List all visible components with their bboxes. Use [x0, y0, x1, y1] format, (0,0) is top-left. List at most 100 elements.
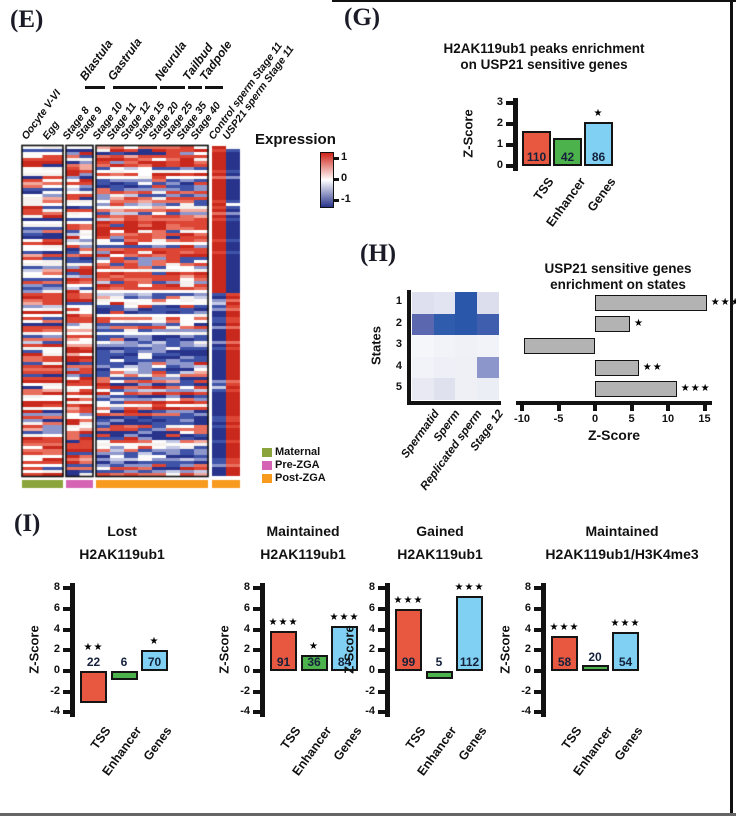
significance-stars: ★★★: [268, 616, 299, 628]
y-tick-label: 4: [368, 622, 375, 635]
state-cell: [412, 378, 434, 401]
expression-heatmap: [20, 144, 244, 492]
x-tick-label: 10: [661, 413, 675, 425]
y-tick: [63, 606, 71, 611]
y-tick: [63, 689, 71, 694]
state-cell: [412, 292, 434, 315]
y-tick-label: 0: [368, 664, 375, 676]
state-cell: [455, 356, 477, 379]
y-tick-label: -4: [50, 705, 60, 718]
bar-tss: [80, 671, 107, 704]
heatmap-x-axis: [407, 401, 501, 405]
x-tick: [556, 404, 561, 411]
y-tick-label: 8: [524, 581, 531, 594]
y-tick-label: 0: [524, 664, 531, 676]
state-bar: [595, 294, 707, 311]
chart-title: enrichment on states: [550, 277, 686, 292]
y-tick-label: 6: [53, 601, 60, 614]
y-tick-label: 4: [524, 622, 531, 635]
state-cell: [476, 292, 499, 315]
y-tick: [378, 586, 386, 591]
state-bar: [595, 359, 639, 376]
significance-stars: ★★★: [329, 612, 360, 624]
y-tick-label: 8: [53, 581, 60, 594]
colorbar-tick-label: 1: [341, 151, 348, 163]
significance-stars: ★: [149, 636, 160, 648]
state-row-label: 3: [395, 338, 402, 351]
bar-count: 54: [618, 655, 633, 669]
bar-genes: [456, 596, 483, 671]
bar-genes: [612, 631, 639, 671]
chart-title: H2AK119ub1 peaks enrichment: [443, 41, 645, 56]
bar-genes: [584, 121, 613, 166]
states-axis-label: States: [368, 325, 384, 366]
y-tick-label: 2: [53, 643, 60, 656]
y-axis-line: [541, 583, 546, 717]
y-tick-label: -2: [365, 684, 375, 697]
x-category-label: Genes: [141, 724, 175, 764]
post-zga-legend-swatch: [262, 474, 272, 483]
state-row-label: 2: [395, 316, 402, 329]
chart-title: H2AK119ub1/H3K4me3: [545, 546, 699, 562]
y-tick: [253, 627, 261, 632]
heatmap-y-axis: [407, 290, 411, 404]
bar-count: 20: [588, 650, 602, 665]
significance-stars: ★: [634, 318, 644, 330]
significance-stars: ★★: [642, 361, 663, 373]
y-tick-label: -2: [521, 684, 531, 697]
group-underline: [113, 86, 157, 89]
y-axis-line: [385, 583, 390, 717]
pre-zga-legend-swatch: [262, 461, 272, 470]
bar-count: 112: [459, 655, 480, 669]
chart-title: H2AK119ub1: [397, 546, 483, 562]
bar-count: 42: [560, 150, 575, 164]
colorbar-title: Expression: [255, 131, 336, 148]
y-tick-label: 6: [243, 601, 250, 614]
panel-label-e: (E): [10, 6, 44, 33]
state-bar: [524, 338, 595, 354]
state-row-label: 1: [395, 295, 402, 307]
y-tick: [63, 586, 71, 591]
x-category-label: TSS: [559, 724, 585, 752]
x-tick: [520, 404, 524, 411]
y-tick: [534, 627, 542, 632]
y-tick: [63, 710, 71, 715]
panel-label-i: (I): [14, 510, 41, 537]
y-axis-label: Z-Score: [460, 109, 476, 158]
y-tick: [253, 710, 261, 715]
state-cell: [433, 335, 456, 358]
y-tick: [378, 648, 386, 653]
colorbar-tick: [334, 178, 339, 181]
state-cell: [412, 356, 434, 379]
state-cell: [476, 335, 499, 358]
y-tick: [378, 669, 386, 673]
y-tick: [253, 606, 261, 611]
y-tick-label: -4: [240, 705, 250, 718]
state-row-label: 4: [395, 359, 402, 372]
state-cell: [412, 335, 434, 358]
y-axis-line: [513, 98, 518, 171]
x-tick: [666, 404, 670, 411]
y-tick: [63, 669, 71, 673]
y-tick-label: 3: [496, 96, 503, 108]
x-category-label: TSS: [278, 724, 304, 752]
chart-title: Gained: [416, 523, 464, 539]
y-tick-label: 8: [368, 581, 375, 594]
panel-label-g: (G): [344, 4, 381, 31]
bar-enhancer: [553, 137, 582, 166]
y-tick-label: 4: [243, 622, 250, 635]
y-tick: [63, 627, 71, 632]
group-underline: [205, 86, 223, 89]
bar-count: 36: [307, 655, 321, 669]
x-tick-label: 5: [628, 413, 635, 425]
y-tick: [253, 648, 261, 653]
maternal-legend-label: Maternal: [275, 446, 321, 458]
y-tick-label: 2: [368, 643, 375, 656]
x-category-label: TSS: [531, 175, 557, 203]
x-tick: [629, 404, 634, 411]
significance-stars: ★★★: [610, 617, 641, 629]
state-cell: [433, 313, 456, 336]
state-cell: [433, 356, 456, 379]
y-tick-label: 0: [243, 664, 250, 676]
